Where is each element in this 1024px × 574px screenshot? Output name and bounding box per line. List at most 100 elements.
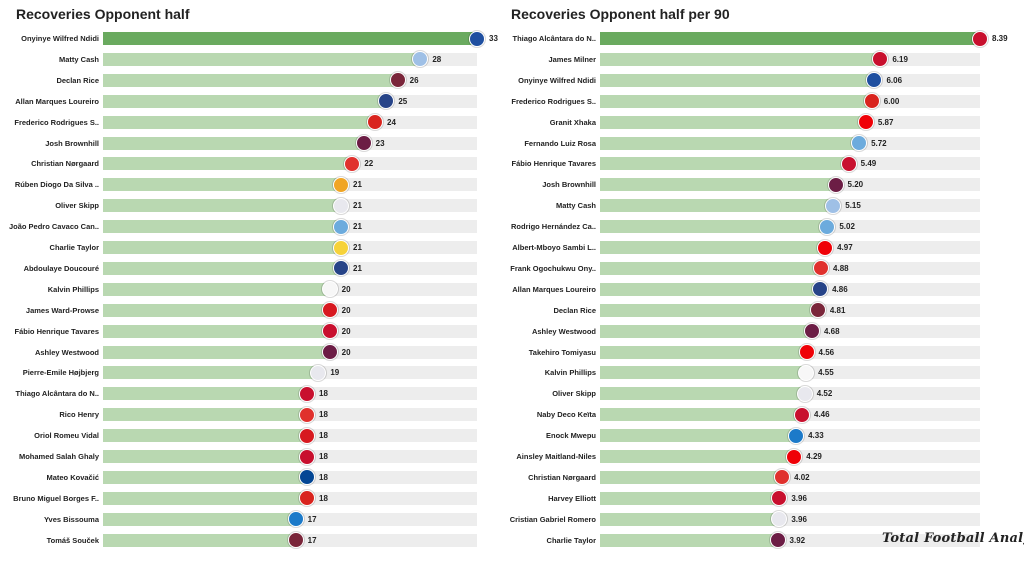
player-label: Oliver Skipp [55, 201, 99, 211]
value-label: 19 [330, 368, 340, 378]
club-crest-icon [774, 469, 791, 486]
player-label: Declan Rice [553, 305, 596, 315]
club-crest-icon [299, 385, 315, 402]
club-crest-icon [798, 364, 815, 381]
bar [600, 324, 812, 338]
club-crest-icon [809, 302, 826, 319]
club-crest-icon [813, 260, 830, 277]
bar [103, 324, 330, 338]
player-label: Kalvin Phillips [47, 284, 99, 294]
club-crest-icon [819, 218, 836, 235]
left-chart-panel: Recoveries Opponent half Onyinye Wilfred… [0, 0, 505, 574]
player-label: Albert-Mboyo Sambi L.. [512, 243, 596, 252]
club-crest-icon [299, 427, 315, 444]
club-crest-icon [287, 511, 304, 528]
player-label: Onyinye Wilfred Ndidi [21, 34, 99, 43]
bar [103, 533, 296, 547]
player-label: James Ward-Prowse [25, 305, 99, 315]
player-label: Ashley Westwood [531, 326, 596, 336]
bar [103, 52, 421, 66]
right-chart-panel: Recoveries Opponent half per 90 Thiago A… [505, 0, 1024, 574]
value-label: 4.97 [837, 243, 853, 252]
value-label: 5.49 [860, 159, 877, 169]
club-crest-icon [771, 511, 788, 528]
value-label: 18 [319, 389, 328, 399]
bar [600, 261, 822, 275]
club-crest-icon [972, 30, 988, 47]
value-label: 4.02 [794, 472, 810, 482]
club-crest-icon [786, 448, 803, 465]
player-label: Josh Brownhill [542, 180, 596, 190]
player-label: Charlie Taylor [49, 243, 99, 252]
player-label: James Milner [548, 54, 596, 64]
player-label: Kalvin Phillips [544, 368, 596, 378]
club-crest-icon [769, 532, 786, 549]
player-label: Frank Ogochukwu Ony.. [510, 263, 596, 273]
club-crest-icon [333, 239, 349, 256]
player-label: Matty Cash [58, 54, 99, 64]
club-crest-icon [872, 51, 889, 68]
value-label: 24 [387, 117, 396, 127]
player-label: Ashley Westwood [34, 347, 99, 357]
bar [103, 136, 364, 150]
bar [600, 282, 821, 296]
club-crest-icon [803, 323, 820, 340]
bar [103, 157, 353, 171]
bar [600, 32, 980, 45]
value-label: 3.92 [789, 535, 806, 545]
value-label: 3.96 [791, 493, 807, 503]
chart-title: Recoveries Opponent half [16, 6, 190, 22]
club-crest-icon [817, 239, 834, 256]
bar [600, 450, 795, 463]
bar [600, 491, 780, 505]
bar [103, 387, 307, 401]
player-label: Charlie Taylor [546, 535, 596, 545]
club-crest-icon [857, 114, 874, 131]
value-label: 3.96 [791, 514, 807, 524]
club-crest-icon [389, 72, 406, 89]
player-label: Bruno Miguel Borges F.. [13, 493, 99, 503]
value-label: 4.55 [818, 368, 834, 378]
club-crest-icon [299, 490, 315, 507]
club-crest-icon [321, 281, 338, 298]
player-label: Allan Marques Loureiro [512, 284, 596, 294]
player-label: Fernando Luiz Rosa [524, 138, 596, 148]
value-label: 5.20 [847, 180, 864, 190]
bar [103, 178, 341, 192]
value-label: 20 [341, 347, 351, 357]
club-crest-icon [299, 448, 315, 465]
club-crest-icon [851, 135, 868, 151]
club-crest-icon [840, 155, 857, 172]
club-crest-icon [333, 218, 349, 235]
value-label: 25 [398, 96, 408, 106]
player-label: Matty Cash [555, 201, 596, 211]
bar [103, 32, 477, 45]
value-label: 4.68 [823, 326, 840, 336]
player-label: Frederico Rodrigues S.. [14, 117, 99, 127]
player-label: Allan Marques Loureiro [15, 96, 99, 106]
bar [600, 345, 807, 359]
bar [103, 73, 398, 87]
value-label: 21 [353, 222, 362, 232]
bar [103, 282, 330, 296]
value-label: 5.15 [845, 201, 861, 211]
club-crest-icon [771, 490, 788, 507]
club-crest-icon [798, 344, 815, 360]
bar [600, 52, 881, 66]
player-label: Rodrigo Hernández Ca.. [510, 222, 596, 232]
value-label: 4.46 [814, 410, 830, 420]
bar [600, 429, 797, 443]
club-crest-icon [333, 176, 349, 193]
club-crest-icon [287, 532, 304, 549]
player-label: Thiago Alcântara do N.. [512, 34, 596, 43]
chart-title: Recoveries Opponent half per 90 [511, 6, 730, 22]
value-label: 21 [353, 180, 362, 190]
bar [103, 303, 330, 317]
value-label: 18 [319, 431, 328, 441]
player-label: Mohamed Salah Ghaly [18, 452, 99, 461]
player-label: Fábio Henrique Tavares [14, 326, 99, 336]
player-label: Takehiro Tomiyasu [528, 347, 596, 357]
value-label: 18 [319, 410, 328, 420]
club-crest-icon [796, 385, 813, 402]
value-label: 26 [409, 75, 419, 85]
